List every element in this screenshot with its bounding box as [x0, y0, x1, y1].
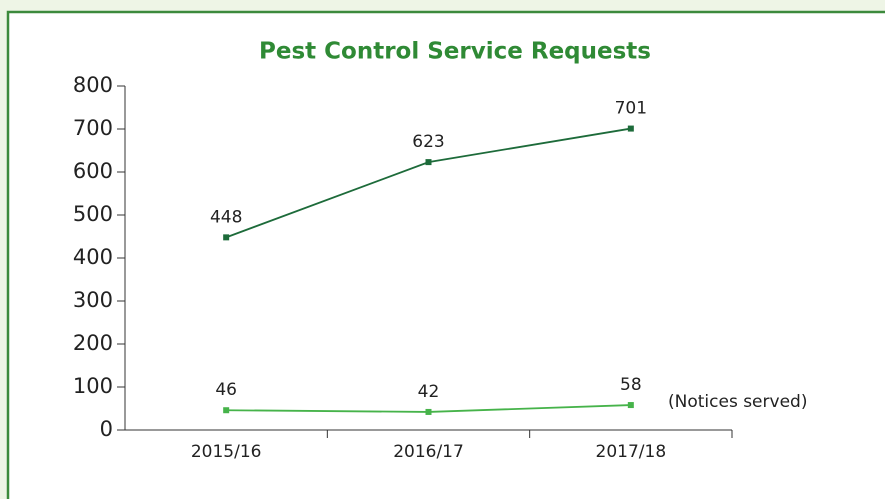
data-label: 58	[620, 375, 642, 395]
point	[223, 407, 230, 414]
y-tick-label: 600	[73, 159, 113, 183]
x-tick-label: 2017/18	[596, 442, 667, 462]
data-label: 701	[615, 99, 647, 119]
chart-title: Pest Control Service Requests	[259, 39, 651, 65]
point	[627, 402, 634, 409]
data-label: 448	[210, 207, 242, 227]
y-tick-label: 500	[73, 202, 113, 226]
point	[425, 159, 432, 166]
point	[425, 408, 432, 415]
y-tick-label: 100	[73, 374, 113, 398]
data-label: 623	[412, 132, 444, 152]
y-tick-label: 800	[73, 73, 113, 97]
y-tick-label: 200	[73, 331, 113, 355]
data-label: 46	[215, 380, 237, 400]
x-tick-label: 2016/17	[393, 442, 464, 462]
point	[223, 234, 230, 241]
x-tick-label: 2015/16	[191, 442, 262, 462]
data-label: 42	[418, 382, 440, 402]
y-tick-label: 400	[73, 245, 113, 269]
y-tick-label: 0	[100, 417, 113, 441]
frame	[6, 10, 885, 499]
y-tick-label: 700	[73, 116, 113, 140]
legend-label: (Notices served)	[668, 392, 807, 412]
point	[627, 125, 634, 132]
y-tick-label: 300	[73, 288, 113, 312]
